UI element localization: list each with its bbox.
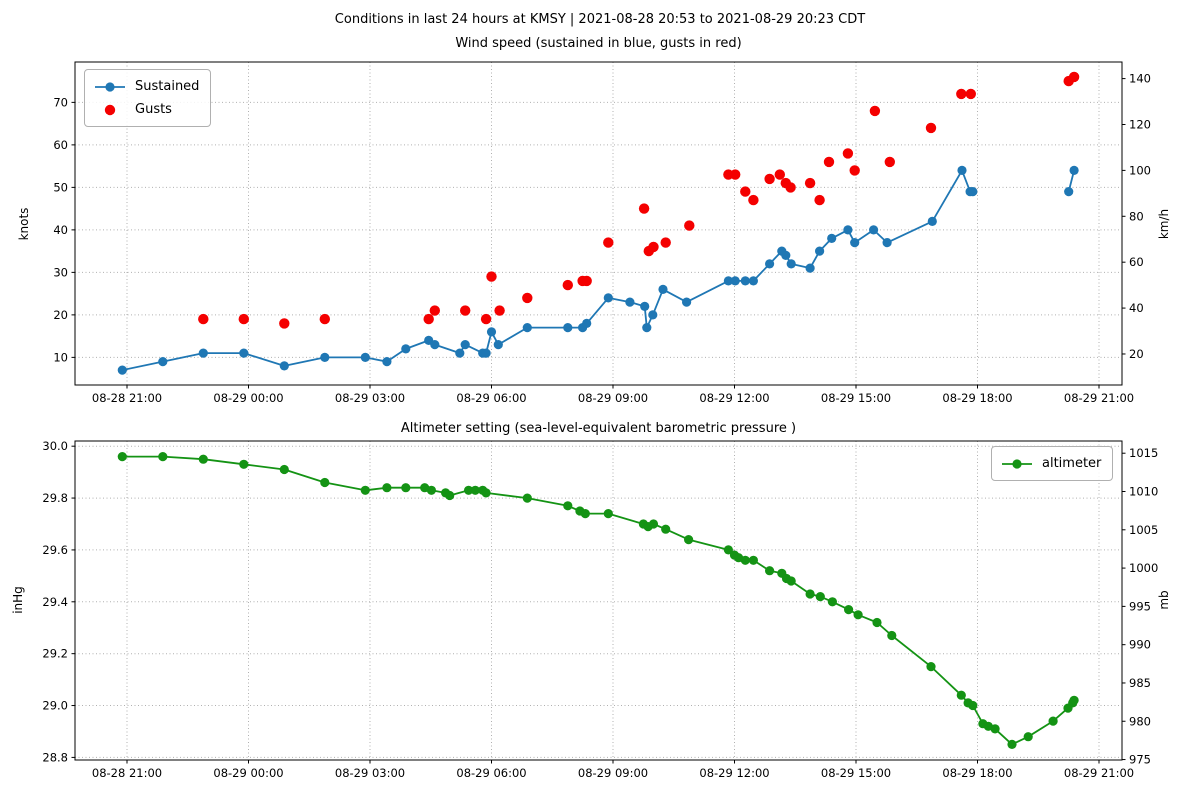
- svg-text:08-28 21:00: 08-28 21:00: [92, 766, 162, 780]
- legend-entry-gusts: Gusts: [94, 98, 199, 121]
- svg-text:28.8: 28.8: [42, 750, 68, 764]
- svg-text:29.8: 29.8: [42, 491, 68, 505]
- svg-text:100: 100: [1129, 163, 1151, 177]
- svg-text:20: 20: [1129, 347, 1144, 361]
- legend-entry-altimeter: altimeter: [1001, 452, 1101, 475]
- altimeter-grid: [75, 441, 1122, 760]
- altimeter-tick-marks: [71, 445, 1126, 764]
- figure-title: Conditions in last 24 hours at KMSY | 20…: [334, 12, 866, 27]
- svg-text:20: 20: [53, 308, 68, 322]
- svg-text:60: 60: [53, 138, 68, 152]
- sustained-line-dot-icon: [94, 81, 126, 93]
- svg-text:08-29 03:00: 08-29 03:00: [335, 766, 405, 780]
- svg-text:08-29 00:00: 08-29 00:00: [213, 391, 283, 405]
- svg-text:30.0: 30.0: [42, 439, 68, 453]
- svg-text:1005: 1005: [1129, 523, 1158, 537]
- altimeter-axes-frame: [74, 440, 1123, 761]
- svg-text:975: 975: [1129, 753, 1151, 767]
- svg-text:985: 985: [1129, 676, 1151, 690]
- svg-text:50: 50: [53, 180, 68, 194]
- svg-text:29.0: 29.0: [42, 699, 68, 713]
- svg-text:1000: 1000: [1129, 561, 1158, 575]
- svg-text:120: 120: [1129, 117, 1151, 131]
- svg-text:08-29 06:00: 08-29 06:00: [456, 766, 526, 780]
- svg-text:08-29 15:00: 08-29 15:00: [821, 391, 891, 405]
- svg-text:08-29 12:00: 08-29 12:00: [699, 391, 769, 405]
- svg-text:08-29 12:00: 08-29 12:00: [699, 766, 769, 780]
- altimeter-line-dot-icon: [1001, 458, 1033, 470]
- wind-tick-labels: 08-28 21:00 08-29 00:00 08-29 03:00 08-29 0…: [53, 72, 1151, 405]
- svg-text:80: 80: [1129, 209, 1144, 223]
- gusts-dot-icon: [94, 104, 126, 116]
- wind-tick-marks: [71, 78, 1126, 389]
- legend-label-gusts: Gusts: [135, 102, 172, 117]
- svg-text:980: 980: [1129, 714, 1151, 728]
- svg-text:60: 60: [1129, 255, 1144, 269]
- svg-text:70: 70: [53, 95, 68, 109]
- svg-text:990: 990: [1129, 638, 1151, 652]
- svg-text:10: 10: [53, 350, 68, 364]
- svg-text:29.2: 29.2: [42, 647, 68, 661]
- altimeter-series-altimeter: [117, 452, 1079, 750]
- wind-grid: [75, 62, 1122, 385]
- altimeter-legend: altimeter: [991, 446, 1114, 481]
- svg-text:1015: 1015: [1129, 446, 1158, 460]
- svg-text:995: 995: [1129, 599, 1151, 613]
- svg-text:08-29 06:00: 08-29 06:00: [456, 391, 526, 405]
- svg-text:08-28 21:00: 08-28 21:00: [92, 391, 162, 405]
- wind-series-gusts: [198, 71, 1080, 329]
- legend-entry-sustained: Sustained: [94, 75, 199, 98]
- svg-text:08-29 21:00: 08-29 21:00: [1064, 766, 1134, 780]
- svg-text:08-29 09:00: 08-29 09:00: [578, 766, 648, 780]
- svg-text:08-29 15:00: 08-29 15:00: [821, 766, 891, 780]
- svg-text:29.4: 29.4: [42, 595, 68, 609]
- legend-label-altimeter: altimeter: [1042, 456, 1102, 471]
- svg-text:30: 30: [53, 265, 68, 279]
- svg-text:08-29 18:00: 08-29 18:00: [942, 391, 1012, 405]
- svg-text:08-29 18:00: 08-29 18:00: [942, 766, 1012, 780]
- wind-legend: Sustained Gusts: [84, 69, 212, 127]
- legend-label-sustained: Sustained: [135, 79, 200, 94]
- svg-text:140: 140: [1129, 72, 1151, 86]
- altimeter-chart-title: Altimeter setting (sea-level-equivalent …: [400, 421, 797, 436]
- svg-text:29.6: 29.6: [42, 543, 68, 557]
- wind-axes-frame: [74, 61, 1123, 386]
- svg-text:1010: 1010: [1129, 485, 1158, 499]
- wind-series-sustained: [117, 165, 1079, 375]
- svg-text:08-29 00:00: 08-29 00:00: [213, 766, 283, 780]
- svg-text:08-29 21:00: 08-29 21:00: [1064, 391, 1134, 405]
- wind-chart-title: Wind speed (sustained in blue, gusts in …: [455, 36, 742, 51]
- svg-text:40: 40: [53, 223, 68, 237]
- svg-text:08-29 09:00: 08-29 09:00: [578, 391, 648, 405]
- altimeter-tick-labels: 08-28 21:00 08-29 00:00 08-29 03:00 08-29 0…: [42, 439, 1158, 780]
- svg-text:40: 40: [1129, 301, 1144, 315]
- svg-text:08-29 03:00: 08-29 03:00: [335, 391, 405, 405]
